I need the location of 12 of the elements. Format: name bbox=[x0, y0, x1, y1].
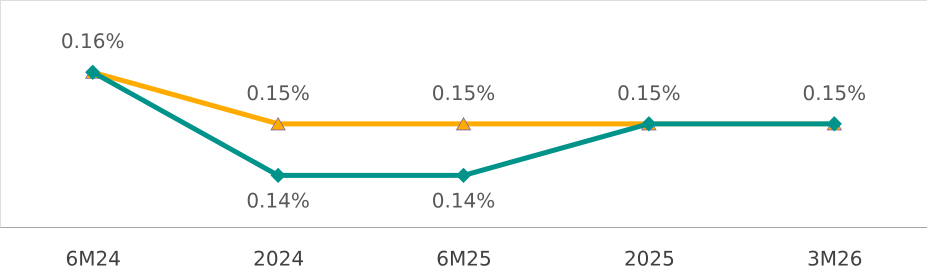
x-tick-label: 3M26 bbox=[807, 246, 863, 269]
data-label: 0.14% bbox=[246, 188, 310, 212]
data-label: 0.15% bbox=[802, 80, 866, 105]
data-label: 0.15% bbox=[432, 80, 496, 105]
x-tick-label: 2024 bbox=[253, 246, 304, 269]
x-tick-label: 2025 bbox=[624, 246, 675, 269]
data-label: 0.15% bbox=[617, 80, 681, 105]
data-label: 0.16% bbox=[60, 29, 124, 54]
x-tick-label: 6M25 bbox=[436, 246, 492, 269]
data-label: 0.14% bbox=[432, 188, 496, 212]
x-tick-label: 6M24 bbox=[65, 246, 121, 269]
data-label: 0.15% bbox=[246, 80, 310, 105]
